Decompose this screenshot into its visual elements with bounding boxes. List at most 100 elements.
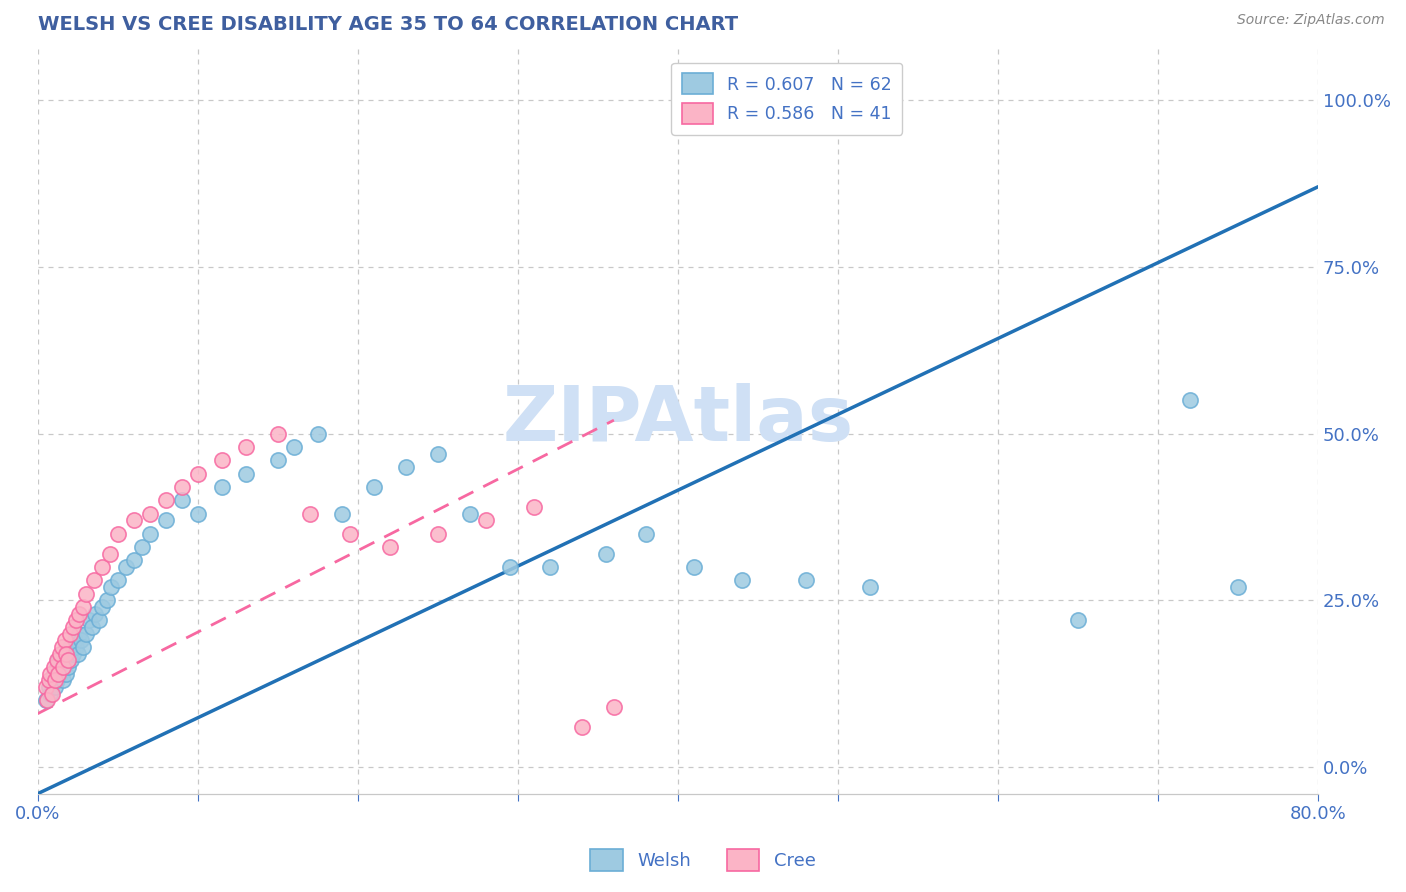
Point (267, 426, 290, 441)
Point (70, 633, 93, 648)
Point (107, 573, 129, 587)
Point (34, 680, 56, 694)
Point (131, 540, 153, 554)
Point (52, 660, 75, 674)
Point (211, 480, 233, 494)
Point (1227, 580, 1250, 594)
Point (235, 467, 257, 481)
Point (330, 507, 353, 521)
Point (75, 626, 97, 640)
Point (571, 720, 593, 734)
Point (34, 693, 56, 707)
Point (42, 660, 65, 674)
Point (42, 666, 65, 681)
Point (55, 647, 77, 661)
Point (211, 453, 233, 467)
Point (44, 673, 66, 688)
Point (794, 573, 817, 587)
Point (49, 666, 72, 681)
Point (603, 700, 626, 714)
Point (523, 500, 546, 514)
Point (1067, 613, 1090, 627)
Point (52, 673, 75, 688)
Point (65, 613, 87, 627)
Point (339, 526, 361, 541)
Point (122, 513, 145, 527)
Point (731, 573, 754, 587)
Point (44, 680, 66, 694)
Point (39, 666, 62, 681)
Point (63, 633, 86, 648)
Point (45, 673, 67, 688)
Point (72, 599, 94, 614)
Text: WELSH VS CREE DISABILITY AGE 35 TO 64 CORRELATION CHART: WELSH VS CREE DISABILITY AGE 35 TO 64 CO… (38, 15, 738, 34)
Point (87, 613, 110, 627)
Point (77, 613, 100, 627)
Point (38, 673, 60, 688)
Point (90, 560, 112, 574)
Point (53, 653, 76, 667)
Point (426, 526, 449, 541)
Point (283, 440, 305, 454)
Point (187, 467, 209, 481)
Point (307, 426, 329, 441)
Point (48, 653, 70, 667)
Point (395, 459, 418, 474)
Point (45, 660, 67, 674)
Text: ZIPAtlas: ZIPAtlas (502, 384, 853, 458)
Point (41, 687, 63, 701)
Point (83, 573, 105, 587)
Point (170, 493, 193, 508)
Point (96, 593, 118, 607)
Point (538, 560, 561, 574)
Point (56, 660, 79, 674)
Point (499, 560, 522, 574)
Point (82, 620, 104, 634)
Point (298, 507, 321, 521)
Point (45, 653, 67, 667)
Point (60, 653, 83, 667)
Point (595, 547, 617, 561)
Legend: R = 0.607   N = 62, R = 0.586   N = 41: R = 0.607 N = 62, R = 0.586 N = 41 (672, 62, 903, 135)
Point (37, 693, 59, 707)
Point (67, 626, 90, 640)
Point (683, 560, 706, 574)
Point (55, 666, 77, 681)
Point (100, 580, 122, 594)
Point (65, 640, 87, 654)
Point (170, 480, 193, 494)
Point (41, 673, 63, 688)
Point (122, 553, 145, 567)
Point (378, 540, 401, 554)
Point (426, 446, 449, 460)
Point (235, 440, 257, 454)
Point (138, 526, 160, 541)
Point (859, 580, 882, 594)
Point (90, 599, 112, 614)
Point (75, 586, 97, 600)
Point (59, 626, 82, 640)
Point (38, 680, 60, 694)
Point (59, 640, 82, 654)
Point (51, 640, 73, 654)
Point (49, 647, 72, 661)
Point (84, 607, 107, 621)
Point (98, 547, 121, 561)
Text: Source: ZipAtlas.com: Source: ZipAtlas.com (1237, 13, 1385, 28)
Point (62, 620, 84, 634)
Point (114, 560, 136, 574)
Point (67, 607, 90, 621)
Point (62, 647, 84, 661)
Point (155, 493, 177, 508)
Point (66, 647, 89, 661)
Point (187, 507, 209, 521)
Point (458, 507, 481, 521)
Point (107, 526, 129, 541)
Point (55, 647, 77, 661)
Point (56, 653, 79, 667)
Point (72, 640, 94, 654)
Legend: Welsh, Cree: Welsh, Cree (583, 842, 823, 879)
Point (475, 513, 498, 527)
Point (138, 507, 160, 521)
Point (634, 526, 657, 541)
